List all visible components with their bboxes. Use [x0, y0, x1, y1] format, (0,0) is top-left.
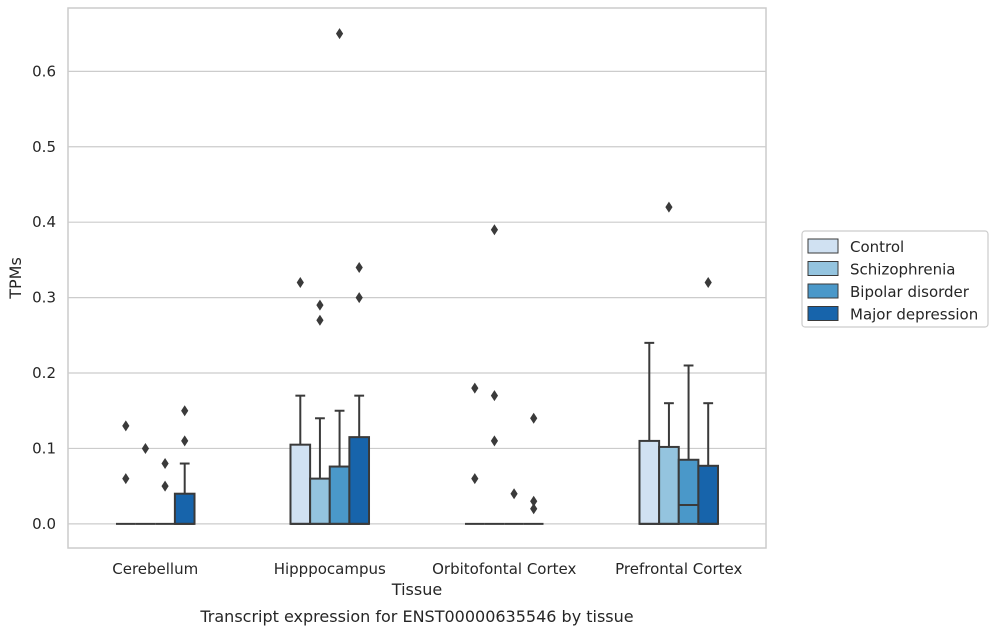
x-tick-label: Orbitofontal Cortex [432, 560, 576, 578]
y-tick-label: 0.0 [32, 515, 56, 533]
legend-label: Major depression [850, 306, 978, 324]
outlier-point [296, 277, 304, 289]
box-1-3 [348, 394, 371, 525]
legend-label: Bipolar disorder [850, 283, 970, 301]
box-body [658, 445, 680, 525]
legend-label: Control [850, 238, 904, 256]
plot-frame [67, 7, 767, 549]
outlier-point [510, 488, 518, 500]
y-tick-label: 0.2 [32, 364, 56, 382]
box-body [638, 439, 661, 525]
outlier-point [490, 390, 499, 402]
outlier-point [490, 224, 499, 236]
outlier-point [335, 28, 344, 40]
box-body [697, 464, 720, 525]
legend-frame [801, 230, 989, 328]
box-3-2 [677, 364, 700, 525]
legend-swatch [807, 306, 839, 321]
box-body [173, 492, 196, 525]
outlier-point [141, 442, 150, 454]
box-body [677, 458, 700, 525]
box-groups [115, 341, 720, 525]
box-1-1 [309, 417, 331, 525]
y-tick-labels: 0.0 0.1 0.2 0.3 0.4 0.5 0.6 [32, 62, 56, 533]
legend-swatch [807, 238, 839, 254]
outlier-point [122, 473, 130, 485]
outlier-point [530, 412, 538, 424]
box-1-0 [289, 394, 312, 525]
outlier-point [530, 503, 538, 515]
outlier-point [316, 299, 324, 311]
legend-swatch [807, 283, 839, 299]
box-body [328, 465, 351, 525]
outlier-point [181, 435, 189, 447]
x-tick-label: Hipppocampus [274, 560, 386, 578]
outlier-point [530, 495, 538, 507]
x-tick-labels: Cerebellum Hipppocampus Orbitofontal Corte… [112, 560, 742, 578]
outlier-point [161, 480, 169, 492]
plot-border [67, 7, 767, 549]
outlier-point [471, 473, 479, 485]
y-tick-label: 0.3 [32, 289, 56, 307]
gridlines [68, 70, 766, 525]
x-tick-label: Cerebellum [112, 560, 198, 578]
outlier-point [355, 292, 363, 304]
box-0-3 [173, 462, 196, 525]
x-tick-label: Prefrontal Cortex [615, 560, 742, 578]
legend-swatch [807, 261, 839, 276]
box-1-2 [328, 409, 351, 525]
outlier-point [316, 314, 324, 326]
x-axis-label: Tissue [391, 580, 442, 599]
y-tick-label: 0.6 [32, 62, 56, 80]
outlier-point [471, 382, 479, 394]
y-tick-label: 0.1 [32, 439, 56, 457]
outlier-point [665, 201, 673, 213]
outlier-point [355, 261, 363, 273]
outlier-point [490, 435, 499, 447]
box-body [289, 443, 312, 525]
y-axis-label: TPMs [6, 257, 25, 300]
outlier-point [161, 458, 169, 470]
y-tick-label: 0.4 [32, 213, 56, 231]
box-3-1 [658, 402, 680, 525]
chart-caption: Transcript expression for ENST0000063554… [199, 607, 633, 626]
box-body [309, 477, 331, 525]
outlier-point [704, 277, 712, 289]
outlier-point [122, 420, 130, 432]
y-tick-label: 0.5 [32, 138, 56, 156]
box-body [348, 436, 371, 525]
box-3-0 [638, 341, 661, 525]
box-3-3 [697, 402, 720, 525]
outlier-point [181, 405, 189, 417]
legend-label: Schizophrenia [850, 261, 955, 279]
outlier-points [122, 28, 712, 515]
legend: Control Schizophrenia Bipolar disorder Majo… [801, 230, 989, 328]
